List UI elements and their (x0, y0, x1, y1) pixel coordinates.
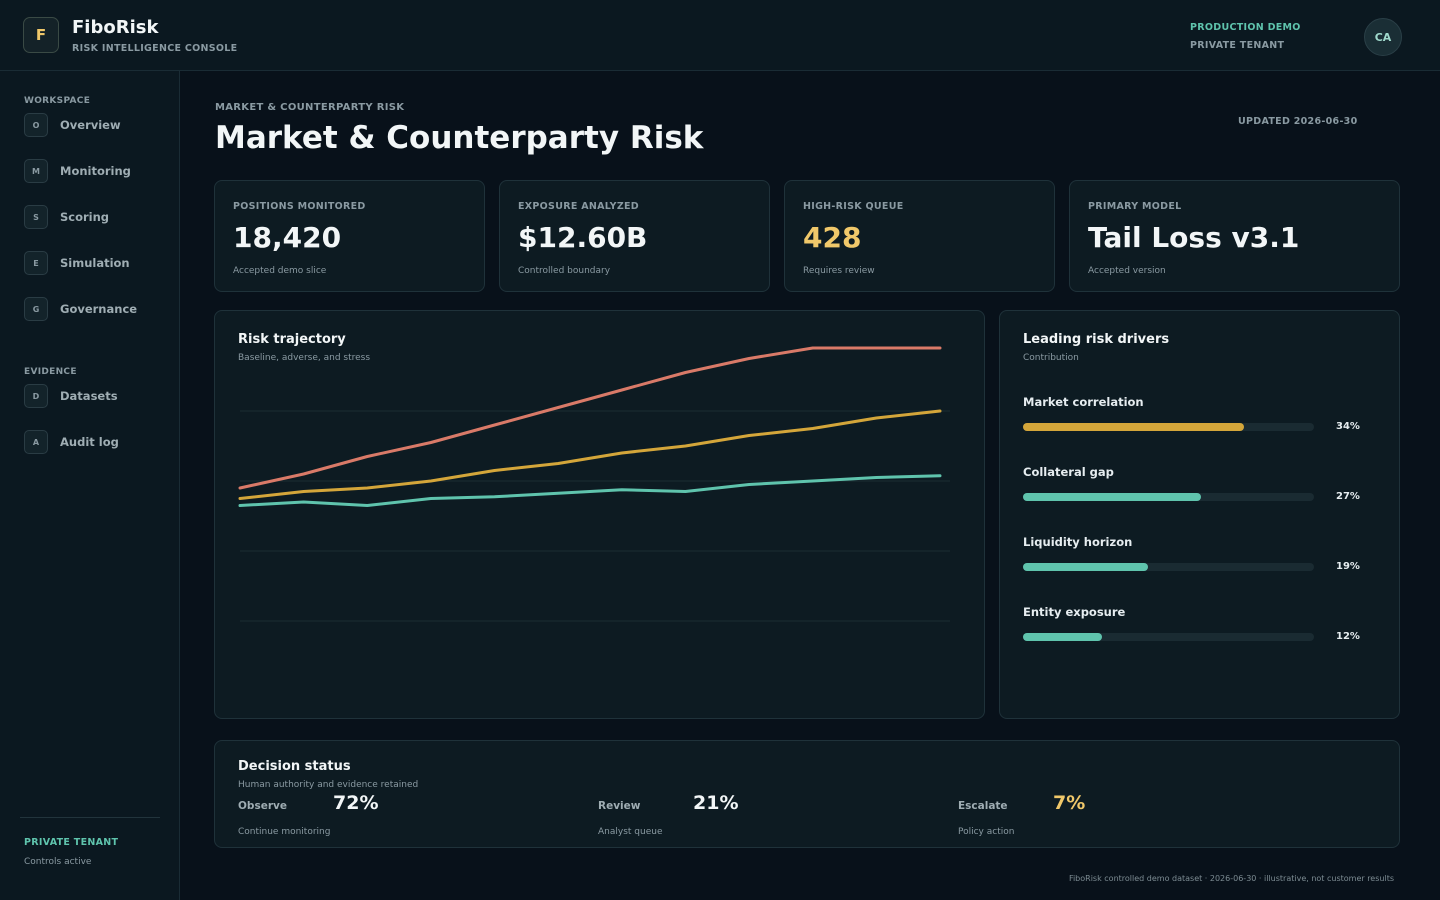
panel-subtitle: Contribution (1023, 353, 1079, 363)
driver-name: Liquidity horizon (1023, 535, 1133, 549)
panel-subtitle: Human authority and evidence retained (238, 780, 419, 790)
overview-icon: O (24, 113, 48, 137)
sidebar-item-label: Monitoring (60, 164, 131, 178)
driver-name: Market correlation (1023, 395, 1144, 409)
simulation-icon: E (24, 251, 48, 275)
monitoring-icon: M (24, 159, 48, 183)
top-bar: F FiboRisk RISK INTELLIGENCE CONSOLE PRO… (0, 0, 1440, 71)
driver-name: Collateral gap (1023, 465, 1114, 479)
panel-title: Risk trajectory (238, 332, 346, 347)
driver-percent: 27% (1336, 491, 1360, 502)
sidebar-item-label: Simulation (60, 256, 130, 270)
kpi-note: Requires review (803, 266, 875, 276)
breadcrumb: MARKET & COUNTERPARTY RISK (215, 102, 405, 113)
sidebar-item-label: Governance (60, 302, 138, 316)
risk-trajectory-chart (238, 346, 950, 622)
chart-series-line-3 (238, 474, 942, 507)
risk-trajectory-panel: Risk trajectory Baseline, adverse, and s… (214, 310, 985, 719)
user-avatar[interactable]: CA (1364, 18, 1402, 56)
brand-logo[interactable]: F (23, 17, 59, 53)
driver-percent: 19% (1336, 561, 1360, 572)
sidebar-item-label: Overview (60, 118, 121, 132)
scoring-icon: S (24, 205, 48, 229)
page-title: Market & Counterparty Risk (215, 120, 704, 156)
driver-bar-track (1023, 423, 1314, 431)
sidebar-item-label: Audit log (60, 435, 119, 449)
kpi-value: $12.60B (518, 221, 648, 254)
driver-bar-fill (1023, 493, 1201, 501)
decision-label-review: Review (598, 800, 641, 812)
kpi-note: Accepted demo slice (233, 266, 327, 276)
decision-status-panel: Decision status Human authority and evid… (214, 740, 1400, 848)
governance-icon: G (24, 297, 48, 321)
sidebar-item-overview[interactable]: O Overview (24, 112, 164, 138)
brand-subtitle: RISK INTELLIGENCE CONSOLE (72, 43, 238, 54)
kpi-value: Tail Loss v3.1 (1088, 221, 1300, 254)
sidebar-item-simulation[interactable]: E Simulation (24, 250, 164, 276)
panel-title: Decision status (238, 759, 351, 774)
sidebar-divider (20, 817, 160, 818)
chart-series-line-2 (238, 409, 942, 500)
kpi-card-primary-model: PRIMARY MODEL Tail Loss v3.1 Accepted ve… (1069, 180, 1400, 292)
sidebar: WORKSPACE O Overview M Monitoring S Scor… (0, 71, 180, 900)
sidebar-item-label: Datasets (60, 389, 118, 403)
kpi-card-exposure: EXPOSURE ANALYZED $12.60B Controlled bou… (499, 180, 770, 292)
driver-name: Entity exposure (1023, 605, 1126, 619)
sidebar-section-workspace: WORKSPACE (24, 96, 91, 106)
kpi-note: Controlled boundary (518, 266, 611, 276)
audit-log-icon: A (24, 430, 48, 454)
driver-percent: 12% (1336, 631, 1360, 642)
driver-bar-fill (1023, 423, 1245, 431)
environment-label: PRODUCTION DEMO (1190, 22, 1301, 33)
updated-timestamp: UPDATED 2026-06-30 (1238, 116, 1358, 127)
kpi-note: Accepted version (1088, 266, 1166, 276)
kpi-value: 18,420 (233, 221, 342, 254)
tenant-label: PRIVATE TENANT (1190, 40, 1285, 51)
driver-percent: 34% (1336, 421, 1360, 432)
decision-note-escalate: Policy action (958, 827, 1015, 837)
kpi-label: POSITIONS MONITORED (233, 201, 366, 212)
panel-subtitle: Baseline, adverse, and stress (238, 353, 371, 363)
risk-drivers-panel: Leading risk drivers Contribution Market… (999, 310, 1400, 719)
decision-value-review: 21% (693, 792, 739, 814)
kpi-card-high-risk-queue: HIGH-RISK QUEUE 428 Requires review (784, 180, 1055, 292)
kpi-label: EXPOSURE ANALYZED (518, 201, 639, 212)
kpi-card-positions: POSITIONS MONITORED 18,420 Accepted demo… (214, 180, 485, 292)
decision-label-escalate: Escalate (958, 800, 1008, 812)
panel-title: Leading risk drivers (1023, 332, 1170, 347)
datasets-icon: D (24, 384, 48, 408)
sidebar-item-label: Scoring (60, 210, 110, 224)
driver-bar-fill (1023, 633, 1102, 641)
sidebar-item-governance[interactable]: G Governance (24, 296, 164, 322)
decision-label-observe: Observe (238, 800, 287, 812)
brand-name: FiboRisk (72, 17, 159, 38)
decision-note-review: Analyst queue (598, 827, 663, 837)
decision-value-observe: 72% (333, 792, 379, 814)
footer-disclaimer: FiboRisk controlled demo dataset · 2026-… (1068, 874, 1394, 883)
sidebar-section-evidence: EVIDENCE (24, 367, 77, 377)
decision-note-observe: Continue monitoring (238, 827, 331, 837)
sidebar-controls-status: Controls active (24, 857, 92, 867)
sidebar-item-datasets[interactable]: D Datasets (24, 383, 164, 409)
kpi-label: PRIMARY MODEL (1088, 201, 1182, 212)
driver-bar-track (1023, 493, 1314, 501)
sidebar-item-monitoring[interactable]: M Monitoring (24, 158, 164, 184)
driver-bar-fill (1023, 563, 1149, 571)
driver-bar-track (1023, 633, 1314, 641)
decision-value-escalate: 7% (1053, 792, 1086, 814)
kpi-value: 428 (803, 221, 862, 254)
chart-series-line-1 (238, 346, 942, 490)
kpi-label: HIGH-RISK QUEUE (803, 201, 904, 212)
sidebar-item-scoring[interactable]: S Scoring (24, 204, 164, 230)
sidebar-tenant-label: PRIVATE TENANT (24, 837, 119, 848)
driver-bar-track (1023, 563, 1314, 571)
sidebar-item-audit-log[interactable]: A Audit log (24, 429, 164, 455)
